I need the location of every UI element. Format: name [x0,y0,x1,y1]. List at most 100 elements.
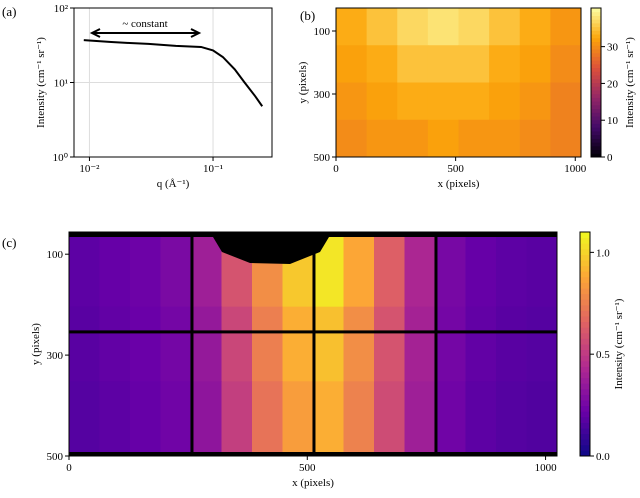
x-tick-label: 10⁻¹ [203,163,223,175]
colorbar-segment [591,19,601,24]
heatmap-cell [160,381,192,457]
heatmap-cell [489,119,521,158]
colorbar-segment [580,344,590,351]
colorbar-segment [580,400,590,407]
heatmap-cell [343,306,375,382]
colorbar-segment [591,75,601,80]
y-axis-label: y (pixels) [30,323,42,365]
heatmap-cell [397,119,429,158]
y-tick-label: 10¹ [54,78,68,90]
colorbar-segment [580,321,590,328]
colorbar-segment [580,416,590,423]
colorbar-frame [590,7,602,158]
colorbar-segment [580,405,590,412]
colorbar-segment [580,411,590,418]
colorbar-segment [591,93,601,98]
colorbar-segment [580,248,590,255]
colorbar-segment [591,37,601,43]
colorbar-segment [591,97,601,102]
colorbar-segment [580,450,590,457]
colorbar-segment [580,299,590,306]
panel-label: (c) [2,235,16,250]
panel-label: (b) [300,8,315,23]
colorbar-segment [591,41,601,46]
heatmap-cell [221,306,253,382]
colorbar-segment [580,237,590,244]
heatmap-cell [374,381,405,457]
colorbar-tick-label: 0.0 [596,451,610,463]
colorbar-segment [580,271,590,278]
heatmap-cell [496,381,527,457]
colorbar-segment [580,332,590,339]
colorbar-segment [591,116,601,121]
heatmap-cell [252,381,283,457]
heatmap-cell [191,306,222,382]
heatmap-cell [489,8,521,46]
colorbar-segment [591,119,601,124]
colorbar-segment [580,428,590,435]
colorbar-segment [591,134,601,139]
colorbar-segment [580,276,590,283]
x-tick-label: 10⁻² [79,163,100,175]
heatmap-cell [404,381,436,457]
heatmap-cell [343,232,375,308]
heatmap-cell [397,82,429,121]
heatmap-cell [550,45,582,83]
colorbar-segment [580,338,590,345]
colorbar-segment [591,101,601,106]
colorbar-segment [580,422,590,429]
heatmap-cell [282,381,314,457]
colorbar-segment [580,254,590,261]
heatmap-cell [366,8,398,46]
colorbar-segment [580,360,590,367]
colorbar-tick-label: 0 [607,152,613,164]
heatmap-cell [404,306,436,382]
annotation: ~ constant [122,18,167,30]
x-tick-label: 0 [66,462,72,474]
colorbar-segment [580,260,590,267]
heatmap-cell [458,45,490,83]
x-tick-label: 500 [299,462,316,474]
colorbar-segment [580,366,590,373]
heatmap-cell [550,82,582,121]
colorbar-segment [580,444,590,451]
heatmap-cell [160,232,192,308]
heatmap-cell [69,306,100,382]
heatmap-cell [313,381,344,457]
colorbar-segment [591,60,601,65]
colorbar-tick-label: 10 [607,115,619,127]
colorbar-segment [591,89,601,95]
x-tick-label: 1000 [564,163,587,175]
heatmap-cell [427,82,459,121]
heatmap-cell [313,306,344,382]
y-tick-label: 500 [47,451,64,463]
colorbar-segment [580,304,590,311]
heatmap-cell [458,8,490,46]
colorbar-segment [580,439,590,446]
heatmap-cell [404,232,436,308]
y-tick-label: 300 [47,350,64,362]
colorbar-segment [580,388,590,395]
colorbar-segment [591,11,601,16]
colorbar-tick-label: 30 [607,42,619,54]
plot-frame [73,7,273,158]
heatmap-cell [221,381,253,457]
heatmap-cell [458,119,490,158]
colorbar-tick-label: 20 [607,78,619,90]
y-tick-label: 10² [54,3,69,15]
colorbar-segment [591,149,601,154]
x-tick-label: 500 [447,163,464,175]
colorbar-tick-label: 1.0 [596,247,610,259]
heatmap-cell [550,119,582,158]
heatmap-cell [458,82,490,121]
heatmap-cell [374,232,405,308]
beamstop-shadow [210,232,332,264]
heatmap-cell [519,8,551,46]
x-tick-label: 1000 [535,462,558,474]
detector-gap [434,232,438,456]
heatmap-cell [130,381,161,457]
heatmap-cell [99,381,131,457]
colorbar-segment [591,30,601,35]
colorbar-segment [580,288,590,295]
colorbar-segment [591,52,601,57]
